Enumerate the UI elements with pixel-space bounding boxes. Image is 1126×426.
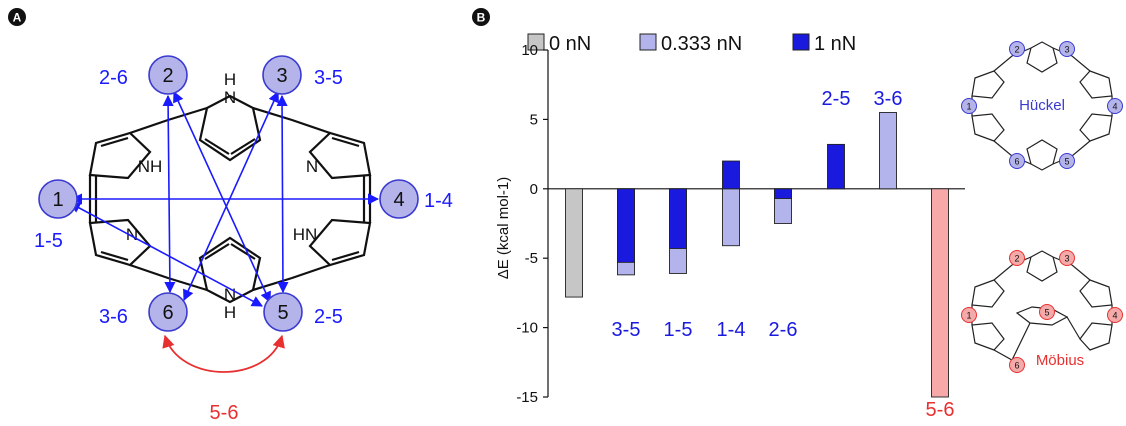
panel-a-letter: A	[13, 11, 22, 25]
mobius-inset: 1 2 3 4 5 6 Möbius	[961, 250, 1123, 373]
huckelNodes-node-1	[961, 98, 977, 114]
huckelNodes-node-label-5: 5	[1064, 157, 1069, 167]
mobiusNodes-node-label-2: 2	[1014, 254, 1019, 264]
legend-label-0: 0 nN	[549, 33, 591, 55]
pair-label-1-4: 1-4	[424, 190, 453, 212]
mobiusNodes-node-3	[1059, 250, 1075, 266]
huckelNodes-node-label-6: 6	[1014, 157, 1019, 167]
y-tick-label: 10	[521, 42, 538, 59]
atom-h-bottom: H	[224, 303, 236, 322]
mobius-label: Möbius	[1036, 352, 1084, 369]
mobius-pair-arrow	[162, 334, 285, 373]
chart-legend: 0 nN 0.333 nN 1 nN	[527, 33, 856, 55]
y-tick-label: 0	[530, 181, 538, 198]
legend-label-2: 1 nN	[814, 33, 856, 55]
panel-b: B 0 nN 0.333 nN 1 nN 10 5 0 -5 -10 -15 ΔE (kcal…	[472, 8, 1123, 421]
chart-bar-labels: 3-5 1-5 1-4 2-6 2-5 3-6 5-6	[612, 88, 955, 421]
huckel-label: Hückel	[1019, 97, 1065, 114]
mobiusNodes-node-6	[1009, 357, 1025, 373]
mobiusNodes-node-label-6: 6	[1014, 361, 1019, 371]
legend-swatch-0	[527, 33, 545, 51]
pair-label-3-6: 3-6	[99, 306, 128, 328]
panel-b-badge	[472, 8, 490, 26]
node-1-circle	[38, 179, 78, 219]
huckelNodes-node-3	[1059, 41, 1075, 57]
atom-n-right: N	[306, 157, 318, 176]
node-2-label: 2	[162, 65, 173, 87]
bar-3-5-1-nN	[617, 188, 635, 263]
bar-3-6-0.333-nN	[879, 112, 897, 190]
panel-a: A	[8, 8, 453, 424]
bar-5-6-Möbius	[931, 188, 949, 398]
y-axis-label: ΔE (kcal mol-1)	[495, 177, 512, 280]
mobiusNodes-node-label-5: 5	[1044, 308, 1049, 318]
y-tick-label: -10	[516, 320, 538, 337]
atom-n-top: N	[224, 88, 236, 107]
huckel-inset: 1 2 3 4 5 6 Hückel	[961, 41, 1123, 171]
huckelNodes-node-4	[1107, 98, 1123, 114]
node-5-circle	[263, 292, 303, 332]
pair-label-2-6: 2-6	[99, 67, 128, 89]
mobiusNodes-node-2	[1009, 250, 1025, 266]
bar-label-1-4: 1-4	[717, 319, 746, 341]
pair-label-3-5: 3-5	[314, 67, 343, 89]
y-tick-label: -5	[525, 250, 538, 267]
node-3-label: 3	[276, 65, 287, 87]
panel-a-nodes: 1 2 3 4 5 6	[38, 55, 419, 332]
mobiusNodes-node-1	[961, 307, 977, 323]
bar-1-4-0.333-nN	[722, 188, 740, 247]
bar-label-2-6: 2-6	[769, 319, 798, 341]
huckelNodes-node-label-1: 1	[966, 102, 971, 112]
huckelNodes-node-label-4: 4	[1112, 102, 1117, 112]
node-6-circle	[148, 292, 188, 332]
huckelNodes-node-5	[1059, 153, 1075, 169]
panel-a-badge	[8, 8, 26, 26]
pair-labels: 2-6 3-5 1-4 1-5 3-6 2-5	[34, 67, 453, 328]
huckelNodes-node-2	[1009, 41, 1025, 57]
legend-label-1: 0.333 nN	[661, 33, 742, 55]
bar-ref-0-nN	[565, 188, 583, 298]
bar-1-4-1-nN	[722, 160, 740, 190]
bar-label-5-6: 5-6	[926, 399, 955, 421]
mobiusNodes-node-label-4: 4	[1112, 311, 1117, 321]
chart-bars	[565, 112, 949, 398]
bar-1-5-1-nN	[669, 188, 687, 249]
huckelNodes-node-label-3: 3	[1064, 45, 1069, 55]
bar-label-1-5: 1-5	[664, 319, 693, 341]
pair-label-2-5: 2-5	[314, 306, 343, 328]
bar-label-2-5: 2-5	[822, 88, 851, 110]
atom-n-bottom: N	[224, 285, 236, 304]
mobiusNodes-node-4	[1107, 307, 1123, 323]
node-4-label: 4	[393, 189, 404, 211]
pair-arrows	[69, 90, 380, 307]
node-6-label: 6	[162, 302, 173, 324]
mobius-pair-label: 5-6	[210, 402, 239, 424]
node-5-label: 5	[277, 302, 288, 324]
mobiusNodes-node-label-3: 3	[1064, 254, 1069, 264]
huckelNodes-node-label-2: 2	[1014, 45, 1019, 55]
node-3-circle	[262, 55, 302, 95]
panel-b-letter: B	[477, 11, 486, 25]
bar-2-5-1-nN	[827, 143, 845, 190]
pair-label-1-5: 1-5	[34, 230, 63, 252]
node-2-circle	[148, 55, 188, 95]
huckelNodes-node-6	[1009, 153, 1025, 169]
atom-nh-left: NH	[138, 157, 163, 176]
y-tick-label: -15	[516, 389, 538, 406]
y-tick-label: 5	[530, 111, 538, 128]
atom-hn-right: HN	[293, 225, 318, 244]
mobiusNodes-node-5	[1039, 304, 1055, 320]
node-1-label: 1	[52, 189, 63, 211]
bar-label-3-6: 3-6	[874, 88, 903, 110]
bar-label-3-5: 3-5	[612, 319, 641, 341]
legend-swatch-2	[792, 33, 810, 51]
legend-swatch-1	[639, 33, 657, 51]
y-axis: 10 5 0 -5 -10 -15	[516, 42, 965, 406]
atom-h-top: H	[224, 70, 236, 89]
mobiusNodes-node-label-1: 1	[966, 311, 971, 321]
bar-2-6-1-nN	[774, 188, 792, 199]
node-4-circle	[379, 179, 419, 219]
